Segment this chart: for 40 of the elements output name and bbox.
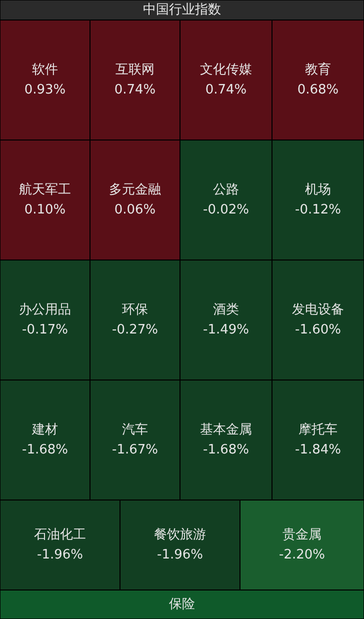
data-label: -0.12% xyxy=(295,202,341,218)
data-label: -0.27% xyxy=(112,322,158,338)
data-label: -1.96% xyxy=(157,548,203,562)
category-label: 航天军工 xyxy=(19,182,71,198)
data-label: -1.68% xyxy=(22,442,68,458)
data-label: -2.20% xyxy=(279,548,325,562)
category-label: 摩托车 xyxy=(298,422,338,438)
category-label: 石油化工 xyxy=(34,528,86,542)
data-label: 0.06% xyxy=(114,202,156,218)
category-label: 软件 xyxy=(32,62,58,78)
data-label: -1.84% xyxy=(295,442,341,458)
data-label: 0.93% xyxy=(24,82,66,98)
category-label: 办公用品 xyxy=(19,302,71,318)
data-label: -1.67% xyxy=(112,442,158,458)
data-label: 0.10% xyxy=(24,202,66,218)
data-label: 0.74% xyxy=(114,82,156,98)
category-label: 机场 xyxy=(305,182,331,198)
text: 中国行业指数 xyxy=(143,2,221,18)
data-label: 0.74% xyxy=(205,82,247,98)
category-label: 餐饮旅游 xyxy=(154,528,206,542)
category-label: 教育 xyxy=(305,62,331,78)
category-label: 多元金融 xyxy=(109,182,161,198)
category-label: 文化传媒 xyxy=(200,62,252,78)
category-label: 汽车 xyxy=(122,422,148,438)
category-label: 贵金属 xyxy=(282,528,322,542)
category-label: 发电设备 xyxy=(292,302,344,318)
data-label: -1.60% xyxy=(295,322,341,338)
data-label: -1.49% xyxy=(203,322,249,338)
data-label: -0.02% xyxy=(203,202,249,218)
category-label: 公路 xyxy=(213,182,239,198)
data-label: -1.96% xyxy=(37,548,83,562)
category-label: 建材 xyxy=(31,422,58,438)
category-label: 保险 xyxy=(169,597,195,612)
data-label: 0.68% xyxy=(297,82,339,98)
data-label: -0.17% xyxy=(22,322,68,338)
category-label: 酒类 xyxy=(213,302,239,318)
category-label: 环保 xyxy=(122,302,148,318)
category-label: 基本金属 xyxy=(200,422,252,438)
data-label: -1.68% xyxy=(203,442,249,458)
category-label: 互联网 xyxy=(116,62,154,78)
